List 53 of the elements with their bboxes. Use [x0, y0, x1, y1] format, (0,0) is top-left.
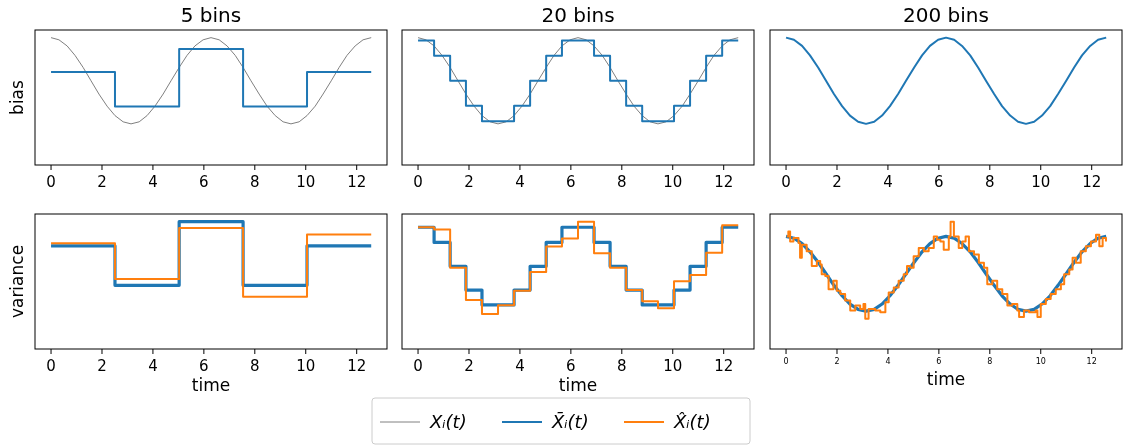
x-tick-label: 6 — [199, 357, 209, 375]
x-tick-label: 12 — [347, 173, 367, 191]
x-tick-label: 2 — [834, 357, 840, 366]
x-tick-label: 6 — [566, 357, 576, 375]
x-axis-title: time — [926, 369, 966, 389]
legend-label: Xᵢ(t) — [429, 411, 467, 433]
x-tick-label: 10 — [1031, 173, 1051, 191]
x-tick-label: 6 — [199, 173, 209, 191]
x-tick-label: 8 — [250, 173, 260, 191]
x-tick-label: 0 — [46, 173, 56, 191]
x-tick-label: 6 — [936, 357, 942, 366]
x-tick-label: 0 — [783, 357, 789, 366]
chart-title: 5 bins — [180, 3, 242, 27]
x-tick-label: 4 — [515, 173, 525, 191]
x-tick-label: 8 — [250, 357, 260, 375]
x-tick-label: 10 — [1035, 357, 1046, 366]
x-tick-label: 4 — [515, 357, 525, 375]
x-tick-label: 10 — [296, 173, 316, 191]
legend-label: X̄ᵢ(t) — [551, 411, 589, 433]
x-tick-label: 12 — [714, 357, 734, 375]
x-tick-label: 0 — [413, 173, 423, 191]
x-tick-label: 0 — [46, 357, 56, 375]
x-tick-label: 12 — [714, 173, 734, 191]
x-tick-label: 2 — [464, 357, 474, 375]
x-tick-label: 4 — [148, 357, 158, 375]
x-tick-label: 2 — [97, 357, 107, 375]
x-tick-label: 10 — [296, 357, 316, 375]
x-tick-label: 4 — [148, 173, 158, 191]
y-axis-title: variance — [7, 244, 27, 319]
x-tick-label: 4 — [885, 357, 891, 366]
x-tick-label: 2 — [97, 173, 107, 191]
x-axis-title: time — [191, 375, 231, 395]
x-tick-label: 6 — [934, 173, 944, 191]
x-tick-label: 8 — [987, 357, 993, 366]
x-tick-label: 6 — [566, 173, 576, 191]
x-tick-label: 8 — [617, 357, 627, 375]
x-tick-label: 12 — [1082, 173, 1102, 191]
x-tick-label: 4 — [883, 173, 893, 191]
chart-title: 20 bins — [541, 3, 615, 27]
y-axis-title: bias — [7, 79, 27, 115]
x-tick-label: 10 — [663, 357, 683, 375]
x-tick-label: 8 — [985, 173, 995, 191]
x-tick-label: 0 — [781, 173, 791, 191]
x-axis-title: time — [558, 375, 598, 395]
x-tick-label: 8 — [617, 173, 627, 191]
x-tick-label: 10 — [663, 173, 683, 191]
x-tick-label: 0 — [413, 357, 423, 375]
chart-title: 200 bins — [903, 3, 989, 27]
x-tick-label: 2 — [464, 173, 474, 191]
x-tick-label: 12 — [1086, 357, 1097, 366]
legend-label: X̂ᵢ(t) — [673, 411, 711, 433]
x-tick-label: 12 — [347, 357, 367, 375]
x-tick-label: 2 — [832, 173, 842, 191]
